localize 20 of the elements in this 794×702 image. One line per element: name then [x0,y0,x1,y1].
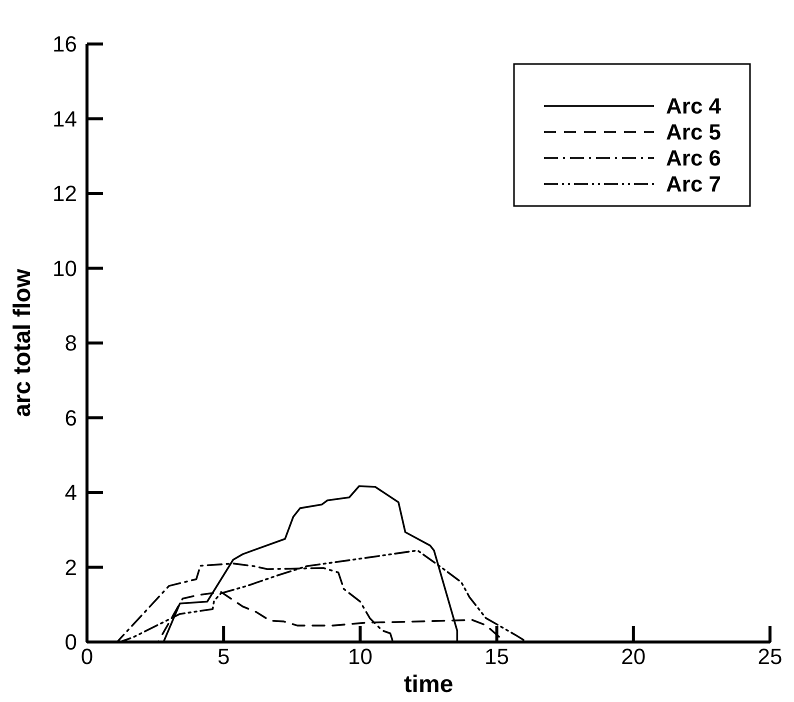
x-tick-label: 25 [758,644,782,669]
x-axis-title: time [404,671,454,698]
y-tick-label: 14 [52,106,77,132]
x-tick-label: 15 [484,644,510,669]
x-tick-label: 5 [217,644,230,669]
x-tick-label: 10 [348,644,372,669]
y-tick-label: 10 [52,256,77,281]
y-axis-title: arc total flow [9,268,36,418]
y-tick-label: 6 [64,405,77,430]
x-tick-label: 0 [80,644,94,669]
x-tick-label: 20 [621,644,646,669]
legend-label: Arc 4 [666,94,722,119]
y-tick-label: 4 [64,480,77,506]
y-tick-label: 8 [64,330,77,356]
y-tick-label: 2 [64,554,77,580]
legend-label: Arc 7 [666,172,722,197]
legend-label: Arc 5 [666,120,722,145]
y-tick-label: 12 [52,181,77,206]
legend-label: Arc 6 [666,146,722,171]
y-tick-label: 16 [52,32,77,57]
